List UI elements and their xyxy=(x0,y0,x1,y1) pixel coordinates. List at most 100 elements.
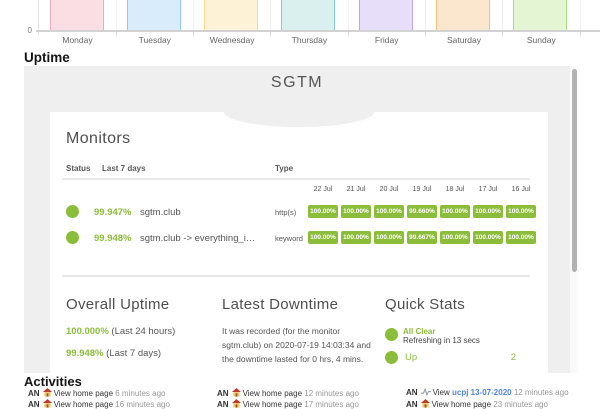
monitor-status-dot-icon xyxy=(66,205,79,218)
monitors-heading: Monitors xyxy=(66,130,131,147)
activity-user-initials: AN xyxy=(217,400,229,409)
activity-time: 23 minutes ago xyxy=(493,400,548,409)
latest-downtime-text: It was recorded (for the monitor sgtm.cl… xyxy=(222,326,371,364)
chart-x-tick-label: Thursday xyxy=(291,35,328,45)
quick-stat-all-clear: All Clear Refreshing in 13 secs xyxy=(385,327,532,347)
table-header-divider xyxy=(62,178,530,180)
date-column-label: 22 Jul xyxy=(313,186,333,193)
chart-gridline xyxy=(193,0,195,31)
column-header-status: Status xyxy=(66,164,91,173)
home-icon xyxy=(42,388,52,397)
daily-uptime-badge: 100.00% xyxy=(374,231,404,244)
chart-bar xyxy=(204,0,259,31)
chart-bar xyxy=(436,0,490,31)
chart-x-axis xyxy=(36,30,600,32)
overall-uptime-heading: Overall Uptime xyxy=(66,296,170,313)
daily-uptime-badge: 100.00% xyxy=(440,205,470,218)
chart-axis-tick xyxy=(115,32,117,36)
daily-uptime-badge: 99.660% xyxy=(407,205,437,218)
chart-axis-tick xyxy=(270,32,272,36)
weekly-bar-chart: 0 Monday Tuesday Wednesday Thursday Friday Sa… xyxy=(0,0,600,46)
chart-gridline xyxy=(115,0,117,31)
chart-bar xyxy=(358,0,413,31)
daily-uptime-badge: 100.00% xyxy=(506,231,536,244)
column-header-last7days: Last 7 days xyxy=(102,164,146,173)
daily-uptime-badge: 100.00% xyxy=(341,205,371,218)
quick-stat-up-count: 2 xyxy=(510,352,516,363)
latest-downtime-heading: Latest Downtime xyxy=(222,296,339,313)
daily-uptime-badge: 100.00% xyxy=(506,205,536,218)
activity-item: AN View home page 6 minutes ago xyxy=(28,388,166,398)
activity-item: AN View home page 17 minutes ago xyxy=(217,399,359,409)
activity-time: 16 minutes ago xyxy=(115,400,170,409)
chart-x-tick-label: Tuesday xyxy=(138,35,171,45)
monitor-name-link[interactable]: sgtm.club xyxy=(140,207,181,218)
daily-uptime-badge: 99.667% xyxy=(407,231,437,244)
activity-time: 12 minutes ago xyxy=(304,389,359,398)
home-icon xyxy=(42,399,52,408)
chart-axis-tick xyxy=(347,32,349,36)
quick-stat-all-clear-label: All Clear xyxy=(403,327,436,336)
status-dot-icon xyxy=(385,328,398,341)
activity-action: View home page xyxy=(53,389,114,398)
activity-action: View home page xyxy=(431,400,492,409)
status-card: Monitors Status Last 7 days Type 22 Jul 2… xyxy=(50,97,548,373)
date-column-label: 19 Jul xyxy=(412,186,432,193)
monitor-name-link[interactable]: sgtm.club -> everything_i… xyxy=(140,233,256,244)
daily-uptime-badge: 100.00% xyxy=(374,205,404,218)
chart-bar xyxy=(513,0,568,31)
monitor-uptime-percent: 99.947% xyxy=(94,207,132,218)
status-page-title: SGTM xyxy=(270,74,324,91)
date-column-label: 18 Jul xyxy=(445,186,465,193)
daily-uptime-badge: 100.00% xyxy=(308,205,338,218)
overall-uptime-7d-label: (Last 7 days) xyxy=(103,348,162,359)
activity-action: View home page xyxy=(53,400,114,409)
activity-user-initials: AN xyxy=(406,400,418,409)
card-top-notch xyxy=(224,97,374,127)
activity-link[interactable]: ucpj 13-07-2020 xyxy=(452,388,512,397)
activity-time: 12 minutes ago xyxy=(513,388,569,397)
chart-axis-tick xyxy=(425,32,426,36)
date-column-label: 17 Jul xyxy=(478,186,498,193)
widget-scrollbar-thumb[interactable] xyxy=(572,69,577,272)
chart-gridline xyxy=(579,0,581,31)
overall-uptime-24h: 100.000% (Last 24 hours) xyxy=(66,326,175,337)
activity-item: AN View home page 16 minutes ago xyxy=(28,399,170,409)
date-column-label: 21 Jul xyxy=(346,186,366,193)
monitor-row: 99.947% sgtm.club http(s) 100.00% 100.00% 100… xyxy=(50,205,548,219)
section-divider xyxy=(62,275,530,277)
activities-section: Activities AN View home page 6 minutes ag… xyxy=(0,370,600,409)
activities-heading: Activities xyxy=(24,374,82,389)
status-dot-icon xyxy=(385,351,398,364)
activity-time: 6 minutes ago xyxy=(115,389,166,398)
monitor-type-label: keyword xyxy=(275,234,303,243)
activity-item: AN View ucpj 13-07-2020 12 minutes ago xyxy=(406,388,569,397)
daily-uptime-badge: 100.00% xyxy=(341,231,371,244)
overall-uptime-24h-value: 100.000% xyxy=(66,326,109,337)
chart-axis-tick xyxy=(579,32,581,36)
chart-gridline xyxy=(502,0,504,31)
quick-stats-heading: Quick Stats xyxy=(385,296,465,313)
chart-plot-area xyxy=(0,0,600,31)
date-column-label: 20 Jul xyxy=(379,186,399,193)
overall-uptime-7d-value: 99.948% xyxy=(66,348,104,359)
chart-zero-tick-label: 0 xyxy=(27,26,32,35)
activity-action: View xyxy=(432,388,450,397)
chart-gridline xyxy=(270,0,272,31)
monitor-uptime-percent: 99.948% xyxy=(94,233,132,244)
chart-x-tick-label: Saturday xyxy=(446,35,482,45)
chart-x-tick-label: Wednesday xyxy=(209,35,255,45)
chart-axis-tick xyxy=(193,32,195,36)
activity-user-initials: AN xyxy=(406,388,418,397)
date-column-label: 16 Jul xyxy=(511,186,531,193)
status-page-widget: SGTM Monitors Status Last 7 days Type 22… xyxy=(24,66,578,373)
quick-stat-up-label: Up xyxy=(405,352,418,363)
chart-bar xyxy=(126,0,181,31)
quick-stat-refresh-countdown: Refreshing in 13 secs xyxy=(403,336,480,345)
activity-user-initials: AN xyxy=(217,389,229,398)
activity-item: AN View home page 12 minutes ago xyxy=(217,388,359,398)
chart-x-tick-label: Monday xyxy=(62,35,93,45)
home-icon xyxy=(231,399,241,408)
widget-scrollbar-track[interactable] xyxy=(570,66,578,373)
home-icon xyxy=(420,399,430,408)
